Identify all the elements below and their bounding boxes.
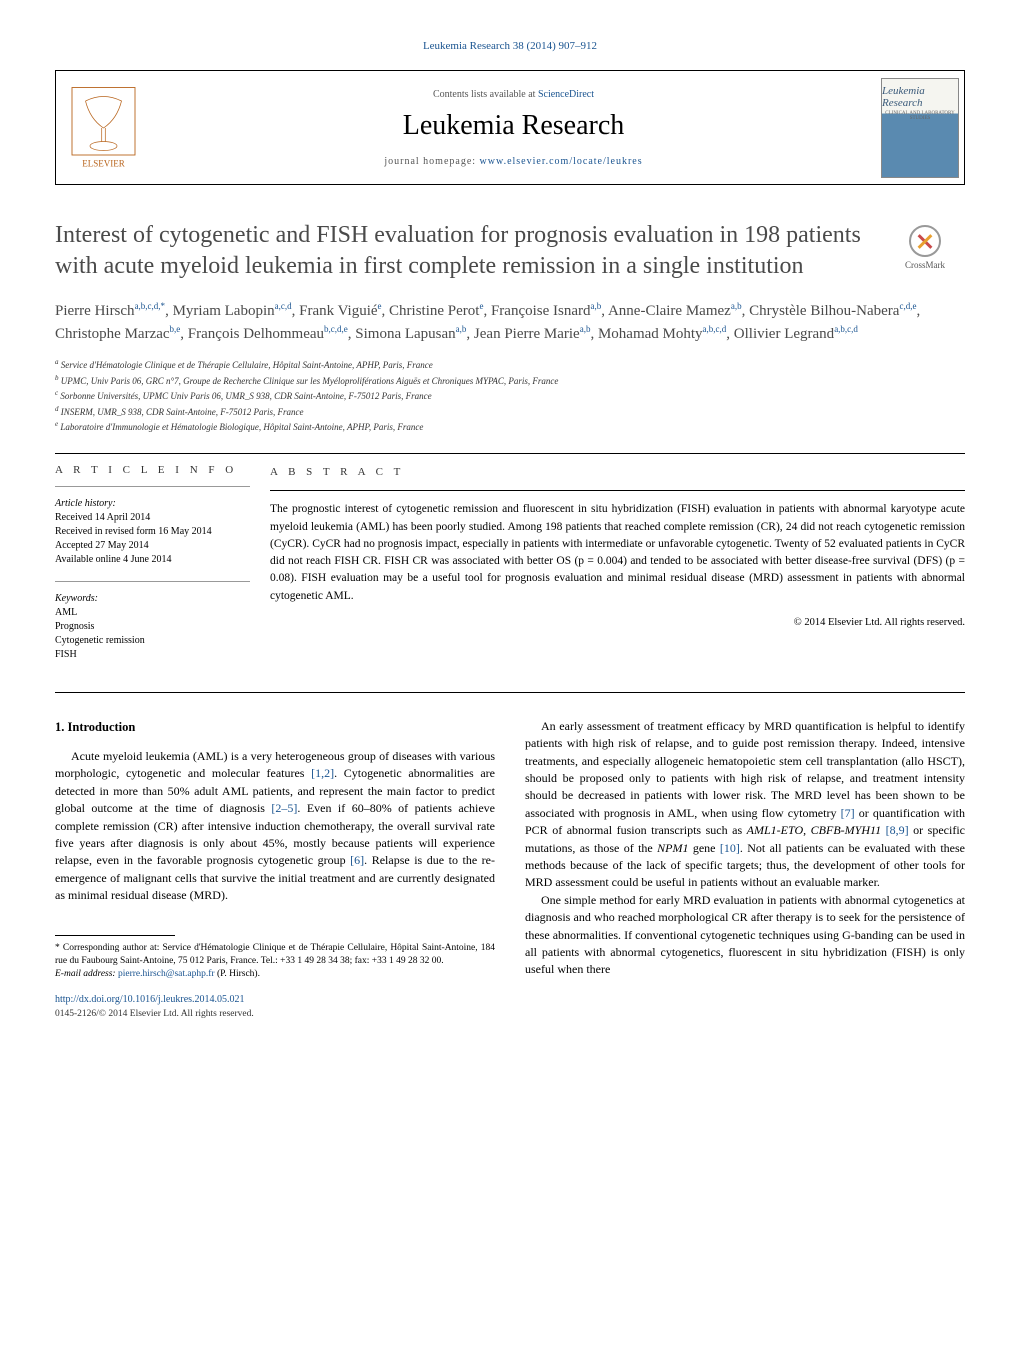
keyword: Prognosis <box>55 620 245 634</box>
top-citation: Leukemia Research 38 (2014) 907–912 <box>55 40 965 52</box>
homepage-link[interactable]: www.elsevier.com/locate/leukres <box>480 156 643 167</box>
accepted-date: Accepted 27 May 2014 <box>55 539 245 553</box>
svg-text:ELSEVIER: ELSEVIER <box>82 158 125 168</box>
affiliation: d INSERM, UMR_S 938, CDR Saint-Antoine, … <box>55 404 965 420</box>
crossmark-label: CrossMark <box>905 260 945 270</box>
article-info: a r t i c l e i n f o Article history: R… <box>55 464 270 676</box>
divider-top <box>55 453 965 454</box>
corresponding-author: * Corresponding author at: Service d'Hém… <box>55 942 495 969</box>
article-title: Interest of cytogenetic and FISH evaluat… <box>55 220 865 282</box>
contents-available: Contents lists available at ScienceDirec… <box>433 89 594 100</box>
abstract-divider <box>270 490 965 491</box>
affiliation: b UPMC, Univ Paris 06, GRC n°7, Groupe d… <box>55 373 965 389</box>
email-link[interactable]: pierre.hirsch@sat.aphp.fr <box>118 969 215 979</box>
body-paragraph: An early assessment of treatment efficac… <box>525 718 965 892</box>
ref-link[interactable]: [10] <box>720 841 740 855</box>
revised-date: Received in revised form 16 May 2014 <box>55 525 245 539</box>
abstract-text: The prognostic interest of cytogenetic r… <box>270 501 965 605</box>
cover-title: Leukemia Research <box>882 85 958 109</box>
doi: http://dx.doi.org/10.1016/j.leukres.2014… <box>55 993 495 1008</box>
abstract-heading: a b s t r a c t <box>270 464 965 481</box>
body-paragraph: One simple method for early MRD evaluati… <box>525 892 965 979</box>
abstract: a b s t r a c t The prognostic interest … <box>270 464 965 676</box>
info-divider-1 <box>55 486 250 487</box>
online-date: Available online 4 June 2014 <box>55 553 245 567</box>
body-paragraph: Acute myeloid leukemia (AML) is a very h… <box>55 748 495 905</box>
sciencedirect-link[interactable]: ScienceDirect <box>538 89 594 100</box>
copyright: © 2014 Elsevier Ltd. All rights reserved… <box>270 615 965 631</box>
article-info-heading: a r t i c l e i n f o <box>55 464 245 476</box>
info-divider-2 <box>55 581 250 582</box>
affiliation: c Sorbonne Universités, UPMC Univ Paris … <box>55 388 965 404</box>
affiliation: e Laboratoire d'Immunologie et Hématolog… <box>55 419 965 435</box>
ref-link[interactable]: [1,2] <box>311 766 334 780</box>
authors-list: Pierre Hirscha,b,c,d,*, Myriam Labopina,… <box>55 300 965 345</box>
journal-name: Leukemia Research <box>403 110 625 142</box>
keyword: FISH <box>55 648 245 662</box>
affiliation: a Service d'Hématologie Clinique et de T… <box>55 357 965 373</box>
keyword: AML <box>55 606 245 620</box>
ref-link[interactable]: [6] <box>350 853 364 867</box>
footnotes: * Corresponding author at: Service d'Hém… <box>55 942 495 982</box>
body-left-column: 1. Introduction Acute myeloid leukemia (… <box>55 718 495 1022</box>
keyword: Cytogenetic remission <box>55 634 245 648</box>
email-label: E-mail address: <box>55 969 118 979</box>
journal-cover: Leukemia Research CLINICAL AND LABORATOR… <box>876 71 964 184</box>
ref-link[interactable]: [7] <box>841 806 855 820</box>
footnote-divider <box>55 935 175 936</box>
divider-bottom <box>55 692 965 693</box>
doi-link[interactable]: http://dx.doi.org/10.1016/j.leukres.2014… <box>55 994 245 1005</box>
journal-header: ELSEVIER Contents lists available at Sci… <box>55 70 965 185</box>
issn-copyright: 0145-2126/© 2014 Elsevier Ltd. All right… <box>55 1008 495 1022</box>
affiliations: a Service d'Hématologie Clinique et de T… <box>55 357 965 435</box>
crossmark-icon <box>909 225 941 257</box>
journal-homepage: journal homepage: www.elsevier.com/locat… <box>384 156 642 167</box>
ref-link[interactable]: [2–5] <box>271 801 297 815</box>
crossmark-badge[interactable]: CrossMark <box>885 225 965 270</box>
intro-heading: 1. Introduction <box>55 718 495 736</box>
body-right-column: An early assessment of treatment efficac… <box>525 718 965 1022</box>
email-suffix: (P. Hirsch). <box>215 969 260 979</box>
received-date: Received 14 April 2014 <box>55 511 245 525</box>
keywords-label: Keywords: <box>55 592 245 606</box>
history-label: Article history: <box>55 497 245 511</box>
ref-link[interactable]: [8,9] <box>886 823 909 837</box>
cover-subtitle: CLINICAL AND LABORATORY STUDIES <box>882 111 958 121</box>
elsevier-logo: ELSEVIER <box>56 71 151 184</box>
